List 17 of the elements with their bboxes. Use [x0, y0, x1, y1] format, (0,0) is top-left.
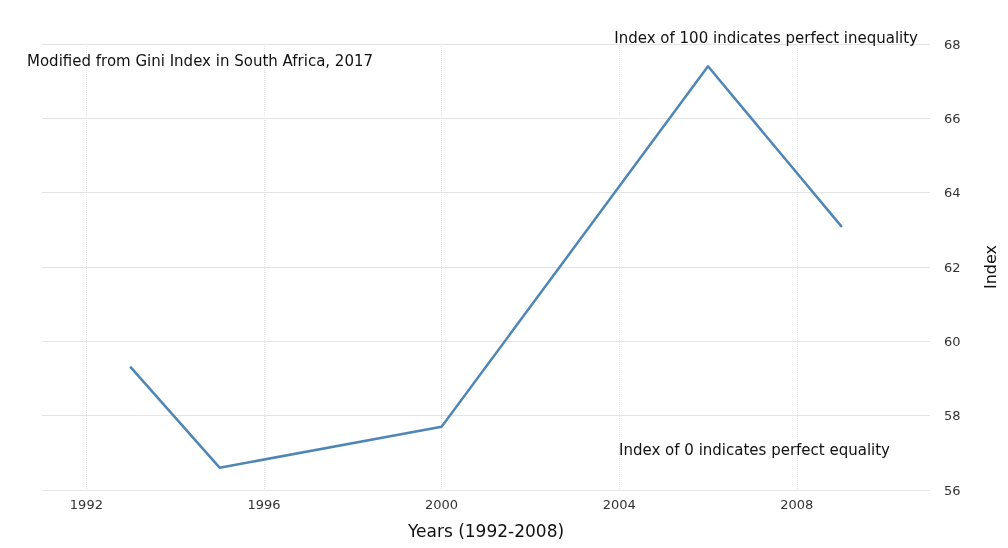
y-tick-label: 56 — [944, 482, 961, 498]
x-tick-label: 1992 — [69, 497, 103, 512]
text: Modified from Gini Index in South Africa, 2017 — [27, 51, 374, 70]
x-axis-title: Years (1992-2008) — [406, 520, 565, 541]
annotation: Index of 100 indicates perfect inequality — [614, 28, 919, 47]
y-tick-label: 60 — [944, 333, 961, 349]
x-tick-label: 2000 — [425, 497, 459, 512]
annotation: Index of 0 indicates perfect equality — [619, 440, 891, 459]
x-tick-label: 2004 — [602, 497, 636, 512]
x-tick-label: 2008 — [780, 497, 814, 512]
y-tick-label: 62 — [944, 259, 961, 275]
y-tick-label: 68 — [944, 36, 961, 52]
y-tick-label: 66 — [944, 110, 961, 126]
y-tick-label: 58 — [944, 408, 961, 424]
y-axis-title: Index — [980, 244, 1000, 290]
x-tick-label: 1996 — [247, 497, 281, 512]
y-tick-label: 64 — [944, 185, 961, 201]
